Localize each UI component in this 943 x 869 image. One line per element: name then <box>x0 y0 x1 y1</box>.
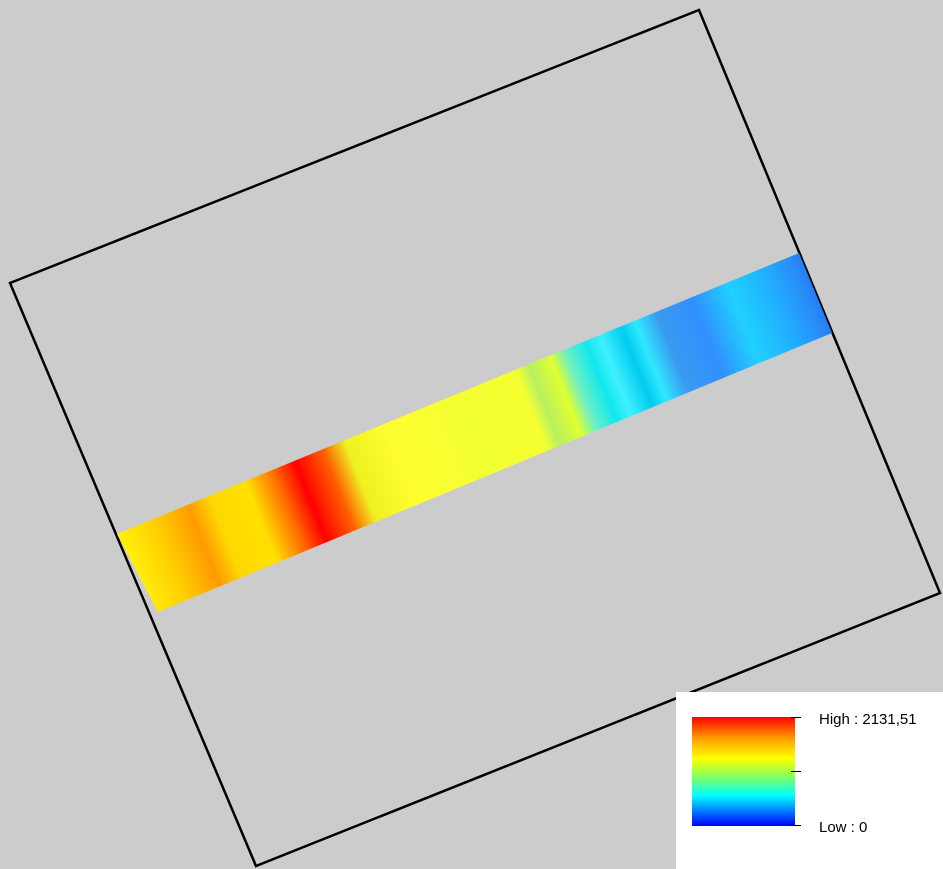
legend: High : 2131,51 Low : 0 <box>676 692 943 869</box>
profile-band <box>117 253 832 612</box>
color-ramp <box>692 717 795 826</box>
ramp-tick-top <box>791 717 801 718</box>
map-frame <box>8 8 942 868</box>
ramp-tick-bottom <box>791 825 801 826</box>
legend-low-label: Low : 0 <box>819 819 868 836</box>
legend-high-label: High : 2131,51 <box>819 711 917 728</box>
ramp-tick-mid <box>791 771 801 772</box>
